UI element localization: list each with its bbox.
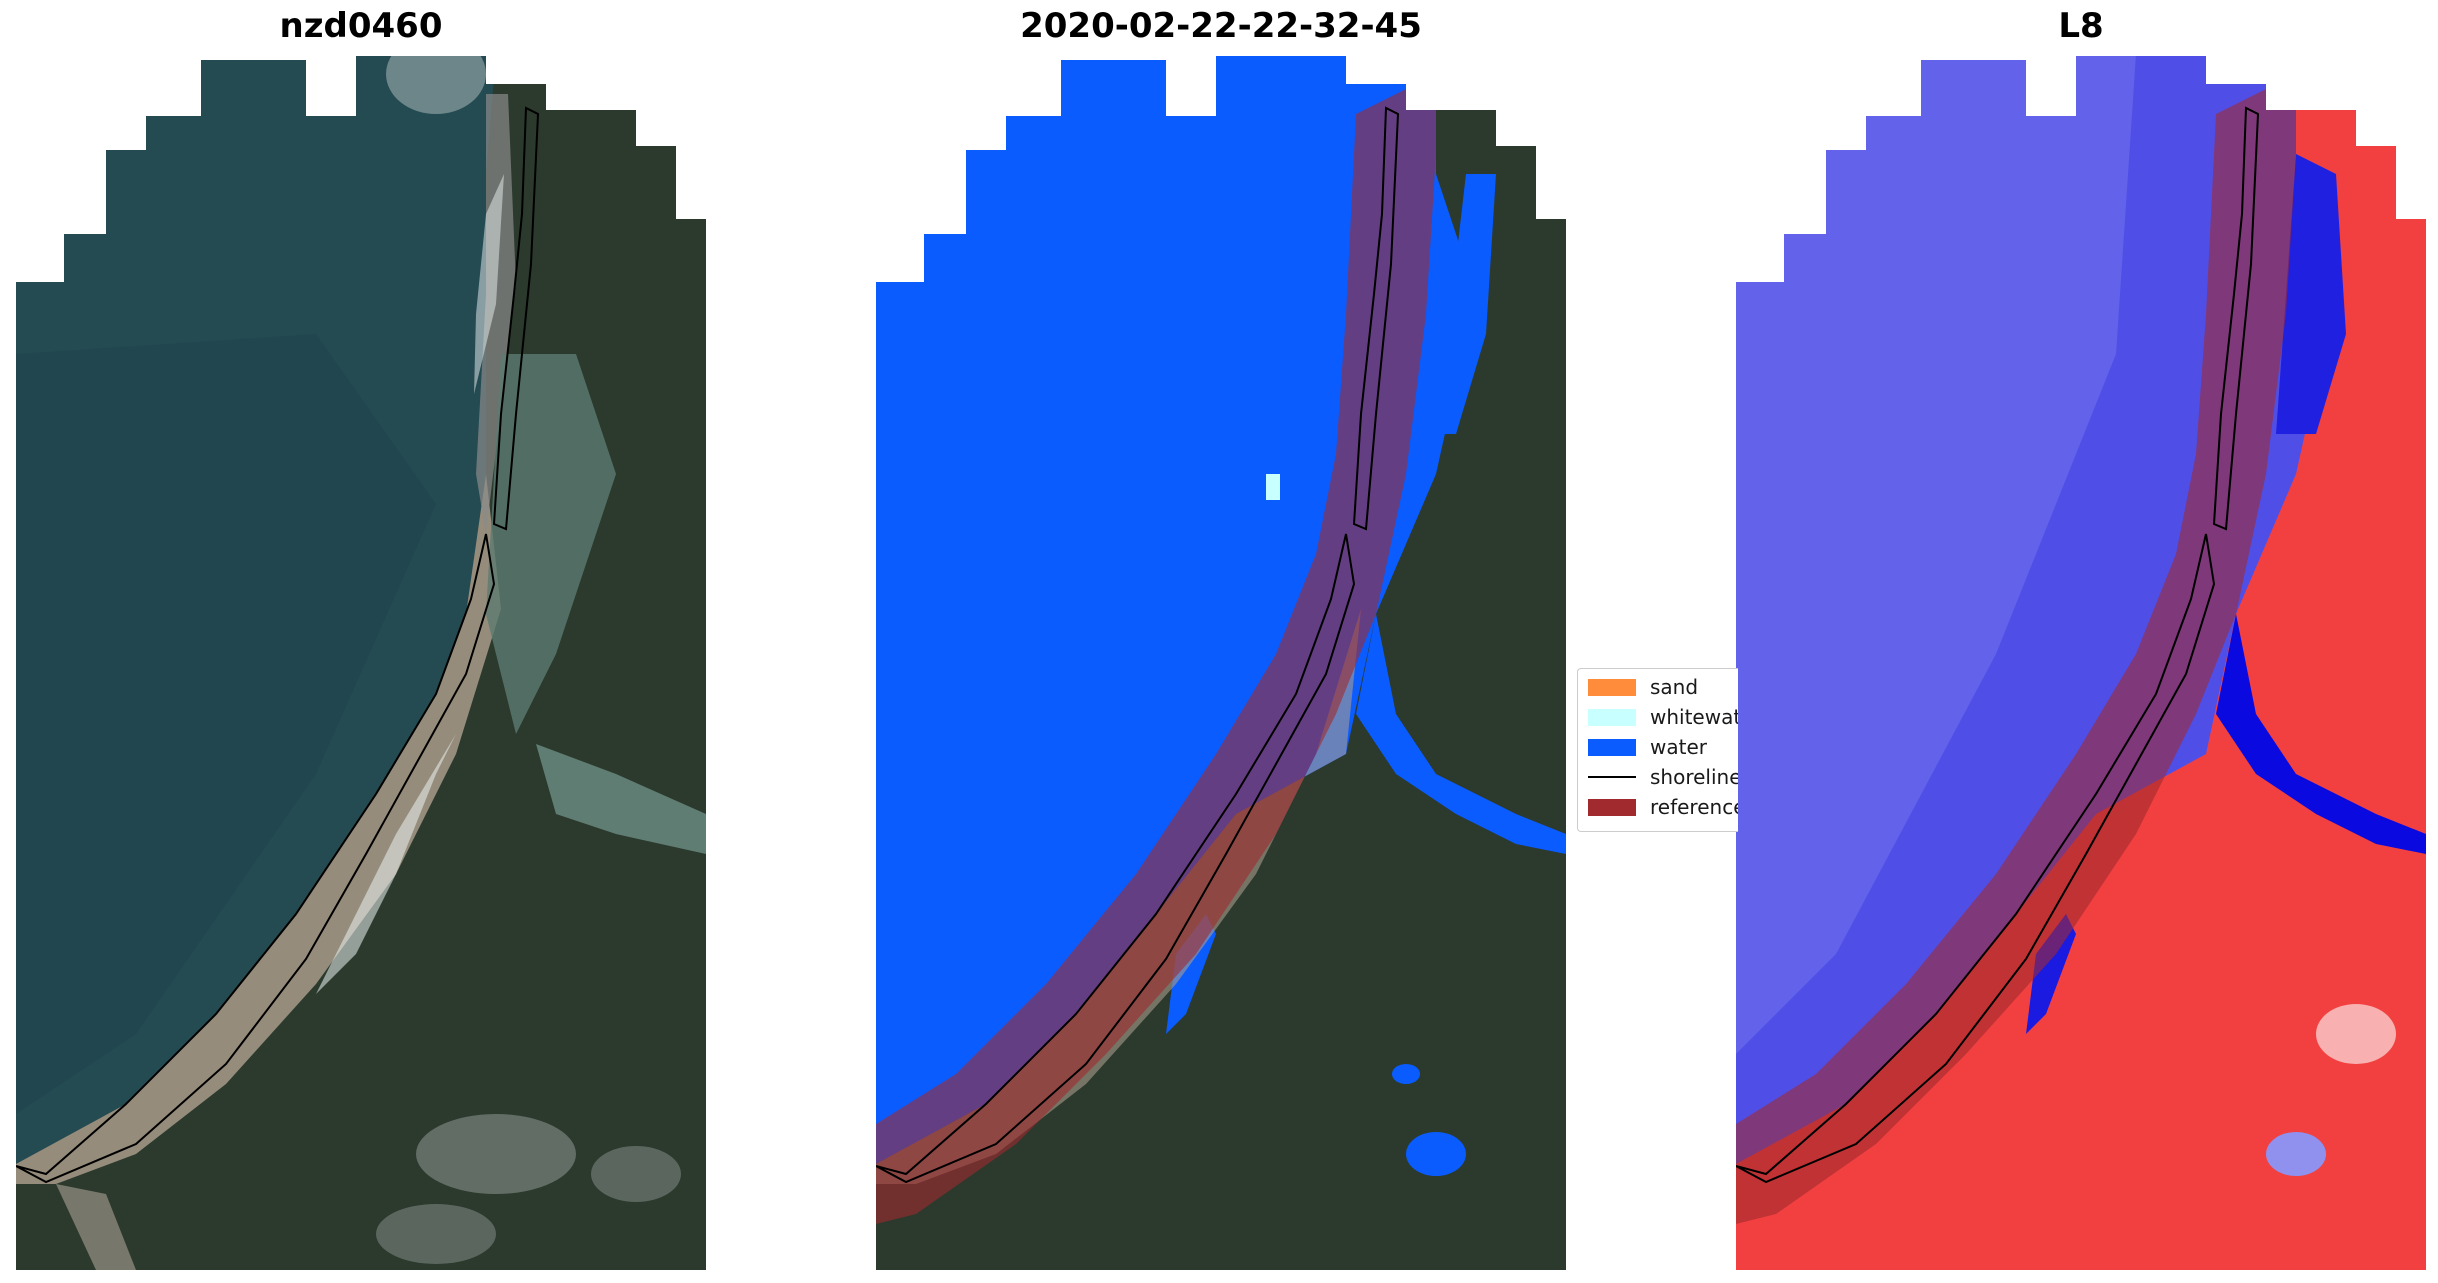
index-map (1736, 56, 2426, 1270)
legend-line-shoreline (1588, 776, 1636, 778)
panel-title-classification: 2020-02-22-22-32-45 (1020, 6, 1422, 46)
legend-label-shoreline: shoreline (1650, 765, 1738, 789)
legend: sand whitewater water shoreline referenc… (1577, 668, 1738, 832)
legend-item-whitewater: whitewater (1588, 705, 1738, 729)
legend-label-sand: sand (1650, 675, 1699, 699)
legend-item-sand: sand (1588, 675, 1698, 699)
legend-item-shoreline: shoreline (1588, 765, 1738, 789)
legend-swatch-water (1588, 738, 1636, 756)
legend-label-whitewater: whitewater (1650, 705, 1738, 729)
rgb-satellite-image (16, 56, 706, 1270)
legend-item-reference-buffer: reference shoreline buffer (1588, 795, 1738, 819)
legend-label-water: water (1650, 735, 1707, 759)
legend-item-water: water (1588, 735, 1707, 759)
classification-map (876, 56, 1566, 1270)
panel-title-rgb: nzd0460 (279, 6, 443, 46)
panel-title-index: L8 (2058, 6, 2104, 46)
legend-swatch-sand (1588, 678, 1636, 696)
legend-label-reference-buffer: reference shoreline buffer (1650, 795, 1738, 819)
legend-swatch-whitewater (1588, 708, 1636, 726)
legend-swatch-reference-buffer (1588, 798, 1636, 816)
